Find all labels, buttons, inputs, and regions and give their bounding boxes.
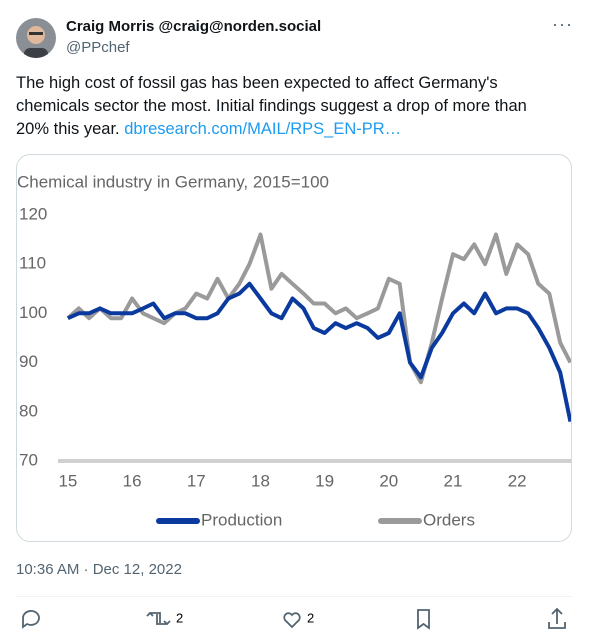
like-icon[interactable]: [283, 612, 301, 629]
y-tick-label: 120: [19, 204, 47, 223]
action-bar: 2 2: [22, 607, 566, 630]
x-tick-label: 22: [508, 471, 527, 490]
text: The high cost of fossil gas has been exp…: [16, 74, 527, 138]
reply-icon[interactable]: [22, 610, 40, 629]
y-tick-label: 80: [19, 401, 38, 420]
more-menu[interactable]: ···: [552, 14, 573, 34]
y-tick-label: 100: [19, 303, 47, 322]
x-tick-label: 19: [315, 471, 334, 490]
x-tick-label: 17: [187, 471, 206, 490]
x-tick-label: 20: [379, 471, 398, 490]
share-icon[interactable]: [548, 607, 566, 629]
x-tick-label: 16: [123, 471, 142, 490]
x-tick-label: 15: [58, 471, 77, 490]
display-name[interactable]: Craig Morris @craig@norden.social: [66, 18, 322, 35]
y-tick-label: 70: [19, 450, 38, 469]
legend-label: Orders: [423, 510, 475, 529]
x-tick-label: 18: [251, 471, 270, 490]
x-tick-label: 21: [444, 471, 463, 490]
series-line: [66, 232, 571, 385]
like-count: 2: [307, 610, 314, 625]
link[interactable]: dbresearch.com/MAIL/RPS_EN-PR…: [124, 120, 402, 138]
chart-card[interactable]: Chemical industry in Germany, 2015=100 7…: [16, 154, 572, 542]
divider: [16, 596, 572, 597]
retweet-count: 2: [176, 610, 183, 625]
y-tick-label: 110: [19, 254, 46, 273]
retweet-icon[interactable]: [146, 611, 171, 626]
bookmark-icon[interactable]: [417, 609, 430, 630]
timestamp[interactable]: 10:36 AM · Dec 12, 2022: [16, 561, 182, 578]
legend-label: Production: [201, 510, 282, 529]
y-tick-label: 90: [19, 352, 38, 371]
handle[interactable]: @PPchef: [66, 39, 130, 56]
chart-title: Chemical industry in Germany, 2015=100: [17, 172, 329, 191]
avatar[interactable]: [16, 18, 56, 58]
series-line: [67, 281, 571, 423]
tweet-text: The high cost of fossil gas has been exp…: [16, 72, 556, 141]
chart: Chemical industry in Germany, 2015=100 7…: [17, 172, 571, 529]
